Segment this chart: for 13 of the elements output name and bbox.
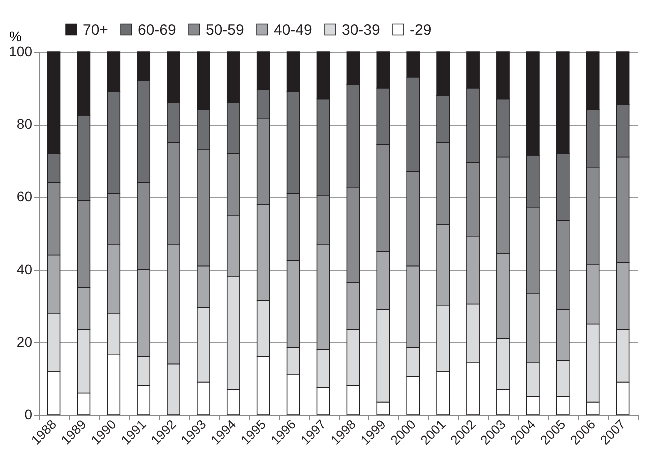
legend-label: 40-49	[274, 22, 312, 39]
legend-label: 70+	[83, 22, 109, 39]
legend-label: 60-69	[138, 22, 176, 39]
y-tick-label: 80	[16, 116, 33, 132]
legend-label: -29	[410, 22, 432, 39]
legend-label: 30-39	[342, 22, 380, 39]
y-tick-label: 100	[9, 44, 33, 60]
y-tick-label: 40	[16, 261, 33, 278]
legend-label: 50-59	[206, 22, 244, 39]
y-tick-label: 20	[16, 334, 33, 350]
y-tick-label: 60	[16, 188, 33, 205]
y-tick-label: 0	[24, 406, 33, 422]
y-axis-title: %	[10, 28, 22, 44]
